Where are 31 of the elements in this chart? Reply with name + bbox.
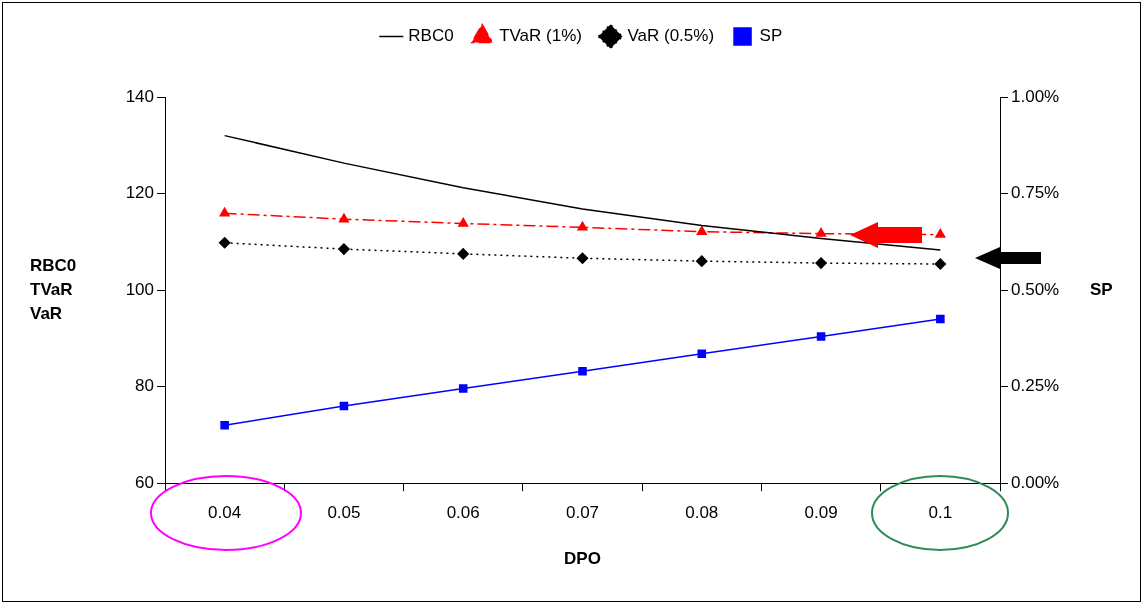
y-tick-label: 80 bbox=[135, 376, 154, 396]
y-tick-label: 60 bbox=[135, 472, 154, 492]
x-tick-label: 0.08 bbox=[685, 503, 719, 523]
x-tick-label: 0.06 bbox=[446, 503, 480, 523]
legend-label: TVaR (1%) bbox=[499, 26, 582, 46]
point bbox=[339, 401, 349, 411]
point bbox=[697, 349, 707, 359]
x-tick-label: 0.09 bbox=[804, 503, 838, 523]
y2-tick-label: 0.25% bbox=[1011, 376, 1060, 396]
legend-label: SP bbox=[759, 26, 783, 46]
legend-label: VaR (0.5%) bbox=[627, 26, 715, 46]
point bbox=[458, 384, 468, 393]
x-tick-label: 0.05 bbox=[327, 503, 361, 523]
y2-tick-label: 0.75% bbox=[1011, 183, 1060, 203]
x-tick-label: 0.1 bbox=[928, 503, 953, 523]
y-tick-label: 100 bbox=[125, 279, 154, 299]
point bbox=[220, 420, 229, 430]
y2-axis-title: SP bbox=[1090, 279, 1113, 299]
x-tick-label: 0.04 bbox=[208, 503, 242, 523]
y-tick-label: 140 bbox=[125, 86, 154, 106]
y2-tick-label: 0.00% bbox=[1011, 472, 1060, 492]
y2-tick-label: 1.00% bbox=[1011, 86, 1060, 106]
legend-label: RBC0 bbox=[408, 26, 454, 46]
y2-tick-label: 0.50% bbox=[1011, 279, 1060, 299]
x-axis-title: DPO bbox=[564, 549, 601, 569]
point bbox=[578, 366, 587, 376]
y-tick-label: 120 bbox=[125, 183, 154, 203]
x-tick-label: 0.07 bbox=[565, 503, 600, 523]
point bbox=[936, 314, 945, 324]
point bbox=[816, 332, 826, 341]
y-axis-title: RBC0 TVaR VaR bbox=[30, 255, 77, 323]
